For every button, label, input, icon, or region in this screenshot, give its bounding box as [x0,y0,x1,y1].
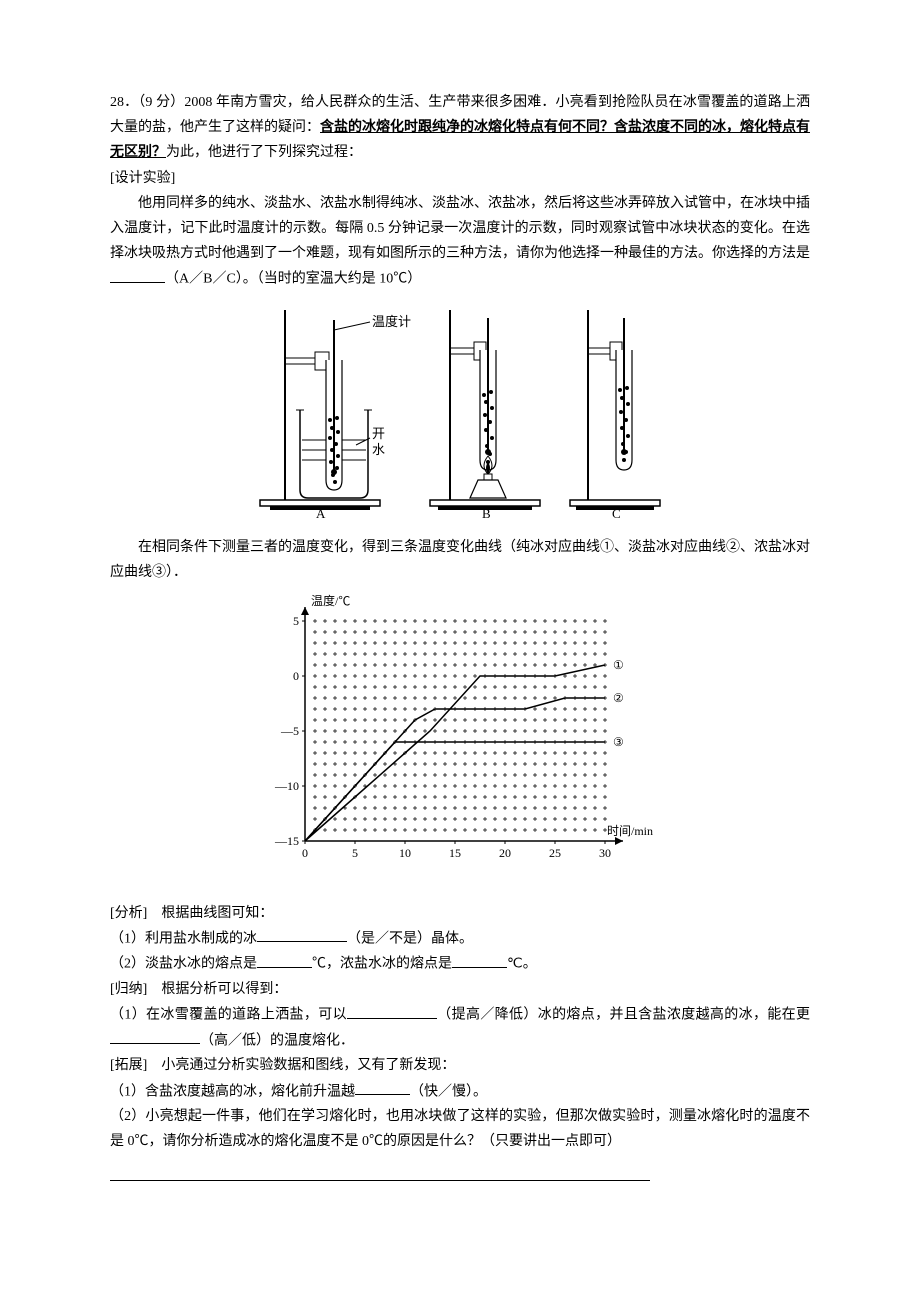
analysis-1: （1）利用盐水制成的冰 （是／不是）晶体。 [110,926,810,952]
svg-text:25: 25 [549,846,561,860]
svg-text:②: ② [613,691,624,705]
svg-text:15: 15 [449,846,461,860]
a1-pre: （1）利用盐水制成的冰 [110,931,257,946]
apparatus-diagram: 温度计 开 水 A [110,300,810,529]
svg-text:10: 10 [399,846,411,860]
curve-intro: 在相同条件下测量三者的温度变化，得到三条温度变化曲线（纯冰对应曲线①、淡盐冰对应… [110,535,810,585]
thermo-label: 温度计 [372,314,411,329]
summary-1: （1）在冰雪覆盖的道路上洒盐，可以 （提高／降低）冰的熔点，并且含盐浓度越高的冰，… [110,1002,810,1053]
svg-text:0: 0 [293,669,299,683]
ext-label: [拓展] 小亮通过分析实验数据和图线，又有了新发现： [110,1053,810,1078]
s1-pre: （1）在冰雪覆盖的道路上洒盐，可以 [110,1008,347,1023]
water-label-top: 开 [372,426,385,441]
label-c: C [612,506,621,520]
blank-a2b[interactable] [452,951,507,967]
svg-text:③: ③ [613,735,624,749]
ext-1: （1）含盐浓度越高的冰，熔化前升温越 （快／慢）。 [110,1079,810,1105]
analysis-label: [分析] 根据曲线图可知： [110,901,810,926]
svg-text:30: 30 [599,846,611,860]
a2-mid: ℃，浓盐水冰的熔点是 [312,957,452,972]
design-body: 他用同样多的纯水、淡盐水、浓盐水制得纯冰、淡盐冰、浓盐冰，然后将这些冰弄碎放入试… [110,191,810,292]
svg-text:时间/min: 时间/min [607,824,653,838]
analysis-2: （2）淡盐水冰的熔点是 ℃，浓盐水冰的熔点是 ℃。 [110,951,810,977]
e1-post: （快／慢）。 [410,1084,487,1099]
melting-chart: 50—5—10—15051015202530温度/℃时间/min①②③ [110,591,810,890]
e1-pre: （1）含盐浓度越高的冰，熔化前升温越 [110,1084,355,1099]
svg-text:—15: —15 [274,834,299,848]
design-body-1: 他用同样多的纯水、淡盐水、浓盐水制得纯冰、淡盐冰、浓盐冰，然后将这些冰弄碎放入试… [110,196,810,261]
label-a: A [316,506,326,520]
design-body-2: （A／B／C）。（当时的室温大约是 10℃） [165,272,421,287]
svg-text:5: 5 [352,846,358,860]
blank-method[interactable] [110,266,165,282]
ext-2: （2）小亮想起一件事，他们在学习熔化时，也用冰块做了这样的实验，但那次做实验时，… [110,1104,810,1154]
a1-post: （是／不是）晶体。 [347,931,473,946]
blank-a2a[interactable] [257,951,312,967]
svg-text:0: 0 [302,846,308,860]
blank-e1[interactable] [355,1079,410,1095]
svg-text:①: ① [613,658,624,672]
svg-text:—10: —10 [274,779,299,793]
svg-text:5: 5 [293,614,299,628]
svg-text:20: 20 [499,846,511,860]
design-label: [设计实验] [110,166,810,191]
water-label-bot: 水 [372,442,385,457]
svg-text:温度/℃: 温度/℃ [311,593,350,608]
blank-a1[interactable] [257,926,347,942]
blank-e2-answer[interactable] [110,1164,650,1180]
question-number: 28．（9 分） [110,95,184,110]
a2-post: ℃。 [507,957,537,972]
s1-post: （高／低）的温度熔化． [200,1033,354,1048]
s1-mid: （提高／降低）冰的熔点，并且含盐浓度越高的冰，能在更 [437,1008,810,1023]
a2-pre: （2）淡盐水冰的熔点是 [110,957,257,972]
blank-s1b[interactable] [110,1028,200,1044]
question-intro: 28．（9 分）2008 年南方雪灾，给人民群众的生活、生产带来很多困难．小亮看… [110,90,810,166]
blank-s1a[interactable] [347,1002,437,1018]
summary-label: [归纳] 根据分析可以得到： [110,977,810,1002]
label-b: B [482,506,491,520]
intro-text-c: 为此，他进行了下列探究过程： [166,145,362,160]
svg-text:—5: —5 [280,724,299,738]
